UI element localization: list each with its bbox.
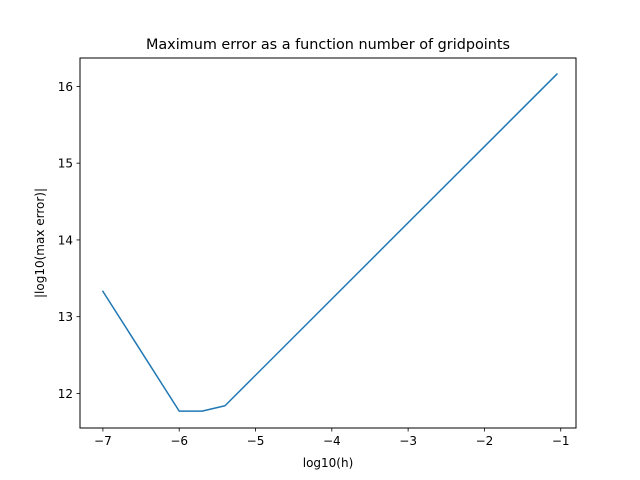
x-tick-label: −3 [399,434,417,448]
series-line-0 [101,73,558,412]
x-tick-label: −4 [323,434,341,448]
x-tick-label: −2 [476,434,494,448]
x-axis-label: log10(h) [303,456,354,470]
x-tick-label: −5 [247,434,265,448]
y-tick-label: 12 [58,387,73,401]
y-axis-label: |log10(max error)| [33,188,47,298]
plot-area [101,73,558,412]
y-tick-label: 16 [58,80,73,94]
x-tick-label: −7 [94,434,112,448]
x-tick-label: −6 [170,434,188,448]
y-tick-label: 15 [58,157,73,171]
x-tick-label: −1 [552,434,570,448]
chart-title: Maximum error as a function number of gr… [146,37,510,53]
y-tick-label: 13 [58,310,73,324]
plot-frame [79,57,577,429]
y-axis: 12 13 14 15 16 [58,80,80,401]
x-axis: −7 −6 −5 −4 −3 −2 −1 [94,428,570,448]
y-tick-label: 14 [58,233,73,247]
